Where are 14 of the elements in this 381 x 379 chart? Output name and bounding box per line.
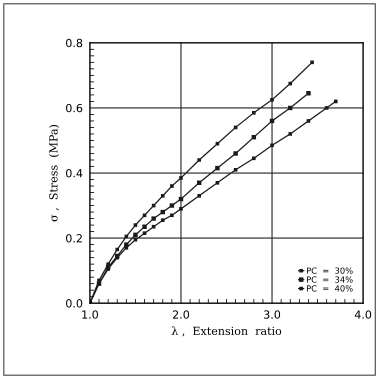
x-tick-label: 4.0 xyxy=(354,310,372,319)
x-tick-label: 1.0 xyxy=(82,310,98,319)
y-tick-label: 0.4 xyxy=(66,168,82,178)
y-axis-title: σ , Stress (MPa) xyxy=(48,124,60,222)
y-tick-label: 0.8 xyxy=(66,38,82,48)
x-tick-label: 2.0 xyxy=(172,310,190,319)
y-tick-label: 0.0 xyxy=(66,299,82,308)
y-tick-label: 0.6 xyxy=(66,104,82,112)
legend-label: PC = 34% xyxy=(306,276,353,283)
legend-label: PC = 40% xyxy=(306,285,353,292)
legend-label: PC = 30% xyxy=(306,267,353,274)
x-axis-title: λ , Extension ratio xyxy=(172,326,282,336)
y-tick-label: 0.2 xyxy=(66,234,82,242)
x-tick-label: 3.0 xyxy=(264,310,280,319)
